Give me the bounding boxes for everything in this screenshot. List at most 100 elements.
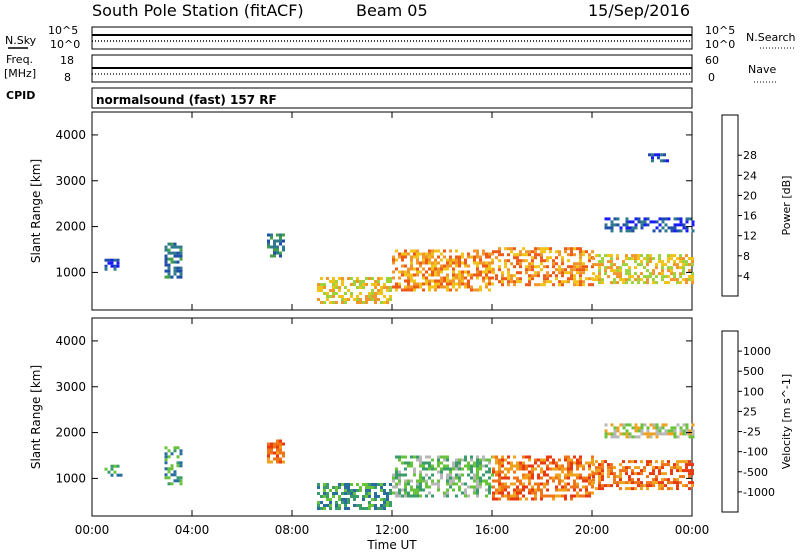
data-cell-1-3 <box>383 501 386 504</box>
data-cell-1-3 <box>362 495 365 498</box>
data-cell-1-1 <box>173 473 177 477</box>
data-cell-1-4 <box>395 467 398 471</box>
data-cell-0-1 <box>164 260 168 264</box>
data-cell-0-0 <box>107 261 111 265</box>
data-cell-0-3 <box>383 283 386 286</box>
data-cell-1-1 <box>176 461 180 465</box>
data-cell-1-4 <box>488 485 491 489</box>
data-cell-0-6 <box>691 257 694 261</box>
data-cell-0-5 <box>540 256 543 260</box>
data-cell-1-7 <box>664 423 668 427</box>
data-cell-1-5 <box>522 494 525 498</box>
data-cell-0-6 <box>673 275 676 279</box>
data-cell-0-4 <box>404 270 407 274</box>
data-cell-1-5 <box>513 488 516 492</box>
data-cell-0-5 <box>507 283 510 287</box>
data-cell-1-4 <box>425 473 428 477</box>
data-cell-1-6 <box>652 472 655 476</box>
data-cell-1-5 <box>546 464 549 468</box>
data-cell-1-4 <box>410 479 413 483</box>
data-cell-1-3 <box>353 498 356 501</box>
data-cell-0-5 <box>555 250 558 254</box>
data-cell-1-7 <box>685 423 689 427</box>
data-cell-0-1 <box>179 245 183 249</box>
data-cell-1-3 <box>329 501 332 504</box>
data-cell-1-3 <box>350 483 353 486</box>
data-cell-1-3 <box>371 483 374 486</box>
data-cell-1-7 <box>679 426 683 430</box>
data-cell-1-6 <box>679 460 682 464</box>
data-cell-0-3 <box>386 298 389 301</box>
data-cell-0-3 <box>335 292 338 295</box>
data-cell-0-5 <box>543 283 546 287</box>
data-cell-1-6 <box>625 472 628 476</box>
data-cell-0-6 <box>646 278 649 282</box>
data-cell-1-6 <box>676 466 679 470</box>
data-cell-1-5 <box>567 458 570 462</box>
data-cell-1-3 <box>347 498 350 501</box>
data-cell-1-6 <box>676 481 679 485</box>
data-cell-0-5 <box>534 250 537 254</box>
data-cell-0-4 <box>467 255 470 259</box>
data-cell-1-3 <box>380 498 383 501</box>
data-cell-1-4 <box>452 476 455 480</box>
data-cell-1-5 <box>576 494 579 498</box>
data-cell-0-4 <box>440 279 443 283</box>
data-cell-1-4 <box>410 494 413 498</box>
data-cell-0-6 <box>646 281 649 285</box>
data-cell-0-4 <box>470 276 473 280</box>
data-cell-0-4 <box>488 270 491 274</box>
data-cell-0-3 <box>335 286 338 289</box>
data-cell-0-4 <box>449 264 452 268</box>
data-cell-0-7 <box>634 226 638 230</box>
data-cell-1-5 <box>537 464 540 468</box>
data-cell-0-7 <box>676 223 680 227</box>
data-cell-1-5 <box>501 485 504 489</box>
data-cell-0-4 <box>398 282 401 286</box>
data-cell-0-1 <box>167 263 171 267</box>
data-cell-0-4 <box>467 282 470 286</box>
data-cell-1-4 <box>428 491 431 495</box>
data-cell-0-4 <box>464 285 467 289</box>
data-cell-0-6 <box>628 278 631 282</box>
data-cell-1-4 <box>407 464 410 468</box>
data-cell-0-3 <box>347 298 350 301</box>
data-cell-0-5 <box>534 274 537 278</box>
data-cell-1-6 <box>643 469 646 473</box>
data-cell-1-3 <box>371 504 374 507</box>
data-cell-1-6 <box>643 466 646 470</box>
data-cell-0-4 <box>482 276 485 280</box>
data-cell-1-5 <box>501 482 504 486</box>
data-cell-1-6 <box>661 472 664 476</box>
data-cell-0-5 <box>510 274 513 278</box>
data-cell-0-7 <box>625 223 629 227</box>
data-cell-0-6 <box>691 275 694 279</box>
data-cell-1-6 <box>661 484 664 488</box>
data-cell-0-5 <box>570 271 573 275</box>
nsky-tick-bottom: 10^0 <box>50 38 80 51</box>
data-cell-0-4 <box>407 276 410 280</box>
data-cell-1-1 <box>167 470 171 474</box>
data-cell-0-6 <box>673 254 676 258</box>
data-cell-0-4 <box>482 249 485 253</box>
data-cell-0-4 <box>422 261 425 265</box>
data-cell-0-7 <box>691 220 695 224</box>
data-cell-0-6 <box>667 260 670 264</box>
data-cell-1-4 <box>467 467 470 471</box>
data-cell-0-5 <box>522 253 525 257</box>
data-cell-0-4 <box>485 264 488 268</box>
data-cell-1-5 <box>558 473 561 477</box>
data-cell-1-2 <box>270 448 273 452</box>
data-cell-1-4 <box>431 494 434 498</box>
data-cell-0-5 <box>573 277 576 281</box>
data-cell-0-4 <box>446 288 449 292</box>
data-cell-0-5 <box>579 283 582 287</box>
data-cell-1-3 <box>332 486 335 489</box>
data-cell-1-5 <box>525 464 528 468</box>
data-cell-1-6 <box>670 481 673 485</box>
data-cell-0-5 <box>573 265 576 269</box>
data-cell-0-3 <box>323 286 326 289</box>
data-cell-0-7 <box>667 226 671 230</box>
data-cell-0-5 <box>501 280 504 284</box>
data-cell-1-5 <box>579 494 582 498</box>
